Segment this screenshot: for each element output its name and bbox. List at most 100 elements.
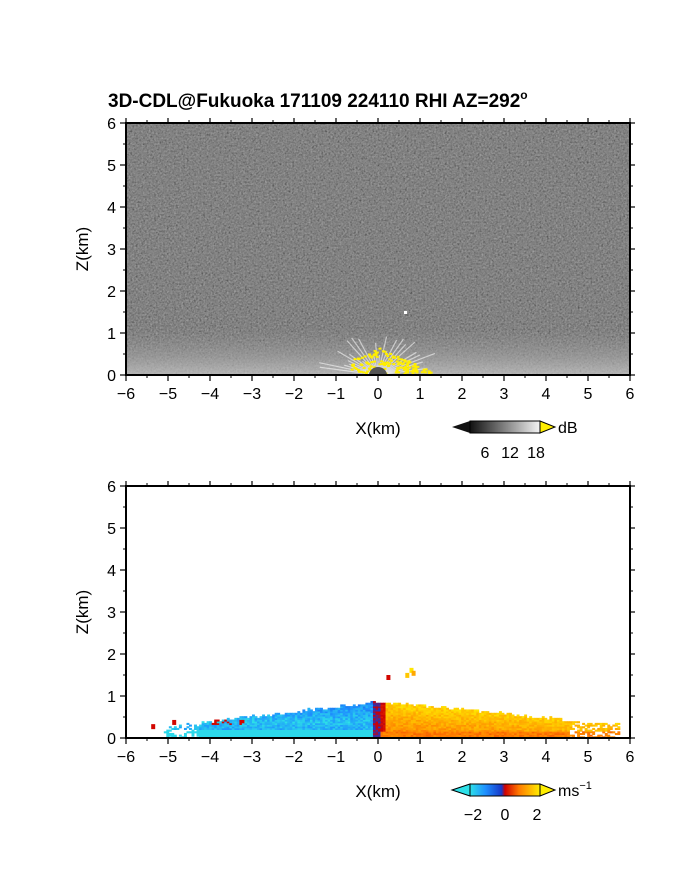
velocity-pixel	[241, 717, 245, 720]
velocity-pixel	[246, 722, 250, 725]
velocity-pixel	[443, 724, 447, 727]
saturated-pixel	[399, 366, 403, 369]
velocity-pixel	[413, 724, 417, 727]
velocity-pixel	[282, 714, 286, 717]
velocity-pixel	[413, 716, 417, 719]
velocity-pixel	[395, 716, 399, 719]
velocity-pixel	[493, 712, 497, 715]
velocity-pixel	[332, 724, 336, 727]
velocity-pixel	[531, 719, 535, 722]
velocity-pixel	[423, 717, 427, 720]
velocity-pixel	[342, 719, 346, 722]
velocity-pixel	[380, 722, 384, 725]
velocity-pixel	[531, 734, 535, 737]
velocity-pixel	[226, 727, 230, 730]
velocity-pixel	[330, 721, 334, 724]
velocity-pixel	[546, 724, 550, 727]
velocity-pixel	[587, 724, 591, 727]
velocity-pixel	[491, 731, 495, 734]
velocity-pixel	[372, 711, 376, 714]
bright-return-core	[148, 335, 608, 375]
velocity-pixel	[564, 727, 568, 730]
velocity-pixel	[312, 729, 316, 732]
velocity-pixel	[262, 717, 265, 720]
velocity-pixel	[347, 717, 351, 720]
velocity-pixel	[383, 721, 386, 724]
velocity-pixel	[312, 724, 316, 727]
velocity-pixel	[194, 726, 197, 729]
velocity-pixel	[544, 726, 548, 729]
velocity-pixel	[453, 714, 457, 717]
velocity-pixel	[362, 712, 366, 715]
velocity-pixel	[408, 724, 412, 727]
velocity-pixel	[372, 726, 376, 729]
velocity-pixel	[488, 717, 492, 720]
velocity-pixel	[435, 727, 439, 730]
velocity-pixel	[194, 731, 197, 734]
velocity-pixel	[365, 704, 369, 707]
velocity-pixel	[501, 731, 505, 734]
velocity-pixel	[234, 721, 238, 724]
velocity-pixel	[254, 719, 258, 722]
velocity-pixel	[554, 727, 558, 730]
velocity-pixel	[544, 717, 548, 720]
velocity-pixel	[380, 716, 384, 719]
x-tick-label: 3	[500, 386, 509, 403]
velocity-pixel	[307, 731, 311, 734]
velocity-pixel	[304, 711, 308, 714]
velocity-pixel	[385, 727, 389, 730]
velocity-pixel	[428, 727, 432, 730]
velocity-pixel	[395, 702, 399, 705]
velocity-pixel	[443, 714, 447, 717]
velocity-pixel	[478, 727, 482, 730]
velocity-pixel	[607, 734, 611, 737]
velocity-pixel	[370, 724, 374, 727]
velocity-pixel	[337, 711, 341, 714]
velocity-pixel	[320, 709, 323, 712]
velocity-pixel	[274, 722, 278, 725]
velocity-pixel	[524, 719, 528, 722]
velocity-pixel	[516, 732, 520, 736]
velocity-pixel	[418, 731, 422, 734]
velocity-pixel	[529, 726, 533, 729]
velocity-pixel	[388, 726, 391, 729]
velocity-pixel	[330, 707, 334, 710]
velocity-pixel	[244, 727, 248, 730]
velocity-pixel	[320, 717, 323, 720]
velocity-pixel	[312, 732, 316, 736]
velocity-pixel	[274, 734, 278, 737]
velocity-pixel	[405, 709, 409, 712]
velocity-pixel	[279, 727, 283, 730]
velocity-pixel	[395, 709, 399, 712]
velocity-pixel	[456, 712, 460, 715]
velocity-pixel	[564, 721, 568, 724]
velocity-pixel	[194, 727, 197, 730]
velocity-pixel	[587, 731, 591, 734]
velocity-pixel	[385, 707, 389, 710]
velocity-pixel	[370, 716, 374, 719]
velocity-pixel	[347, 716, 351, 719]
velocity-pixel	[405, 724, 409, 727]
velocity-pixel	[289, 717, 293, 720]
velocity-pixel	[378, 727, 381, 730]
velocity-pixel	[264, 731, 268, 734]
saturated-pixel	[373, 350, 377, 353]
velocity-pixel	[325, 709, 328, 712]
velocity-pixel	[380, 732, 384, 736]
velocity-pixel	[287, 732, 291, 736]
velocity-pixel	[340, 714, 344, 717]
velocity-pixel	[413, 712, 417, 715]
velocity-pixel	[403, 719, 407, 722]
velocity-pixel	[418, 732, 422, 736]
velocity-pixel	[284, 727, 288, 730]
velocity-pixel	[415, 724, 419, 727]
velocity-pixel	[282, 716, 286, 719]
velocity-pixel	[365, 714, 369, 717]
velocity-pixel	[292, 729, 296, 732]
velocity-pixel	[355, 731, 359, 734]
velocity-pixel	[471, 726, 475, 729]
velocity-pixel	[279, 722, 283, 725]
velocity-pixel	[390, 712, 394, 715]
velocity-pixel	[372, 729, 376, 732]
velocity-pixel	[405, 711, 409, 714]
